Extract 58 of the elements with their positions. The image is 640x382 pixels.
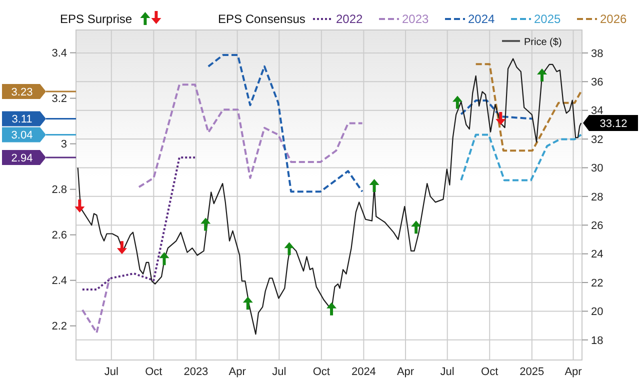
point xyxy=(284,242,294,256)
point xyxy=(369,178,380,192)
y2-tick-label: 30 xyxy=(591,162,604,175)
text: EPS Surprise xyxy=(60,12,132,26)
series-label: Price ($) xyxy=(524,37,562,48)
line-series xyxy=(81,156,196,290)
ref-line-label: 2.94 xyxy=(11,152,33,164)
y-tick-label: 2.4 xyxy=(52,275,67,288)
y2-tick-label: 34 xyxy=(591,105,604,118)
y2-tick-label: 32 xyxy=(591,134,604,146)
point xyxy=(116,241,127,254)
data-label: 33.12 xyxy=(600,118,628,130)
x-tick-label: Jul xyxy=(104,366,118,378)
legend-label: 2022 xyxy=(336,12,364,26)
y2-tick-label: 20 xyxy=(591,306,604,318)
y2-tick-label: 38 xyxy=(591,48,604,60)
y2-tick-label: 18 xyxy=(591,334,604,347)
line-series xyxy=(474,63,582,152)
x-tick-label: Apr xyxy=(228,366,246,378)
y-tick-label: 2.6 xyxy=(52,230,67,242)
y2-tick-label: 24 xyxy=(591,248,604,261)
point xyxy=(411,220,422,234)
ref-line-label: 3.11 xyxy=(12,114,32,126)
y2-tick-label: 26 xyxy=(591,220,604,232)
ref-line-label: 3.23 xyxy=(11,86,33,98)
x-tick-label: Oct xyxy=(481,366,498,378)
y2-tick-label: 28 xyxy=(591,191,604,204)
y-tick-label: 3.4 xyxy=(52,48,67,60)
ref-line-label: 3.04 xyxy=(11,130,33,142)
point xyxy=(200,218,211,231)
line-series xyxy=(460,134,582,182)
legend-label: 2023 xyxy=(402,12,430,26)
point xyxy=(159,252,170,266)
point xyxy=(326,302,337,316)
legend-label: 2026 xyxy=(600,12,628,26)
legend-label: 2024 xyxy=(468,12,496,26)
legend-label: 2025 xyxy=(534,12,562,26)
y2-tick-label: 22 xyxy=(591,277,604,290)
x-tick-label: 2023 xyxy=(184,366,208,378)
x-tick-label: Jul xyxy=(272,366,286,378)
y-tick-label: 2.8 xyxy=(52,184,67,196)
x-tick-label: Apr xyxy=(564,366,582,378)
x-tick-label: Jul xyxy=(440,366,454,378)
x-tick-label: 2024 xyxy=(351,366,376,378)
x-tick-label: Oct xyxy=(312,366,330,378)
y-tick-label: 3 xyxy=(60,138,67,151)
point xyxy=(537,68,548,82)
point xyxy=(452,96,462,109)
y2-tick-label: 36 xyxy=(591,76,604,88)
point xyxy=(74,199,85,212)
point xyxy=(242,296,253,310)
y-tick-label: 3.2 xyxy=(52,93,67,106)
x-tick-label: Apr xyxy=(396,366,414,378)
y-tick-label: 2.2 xyxy=(52,320,67,333)
x-tick-label: Oct xyxy=(145,366,162,378)
point xyxy=(496,112,506,125)
legend-title: EPS Consensus xyxy=(218,12,306,26)
x-tick-label: 2025 xyxy=(520,366,544,378)
